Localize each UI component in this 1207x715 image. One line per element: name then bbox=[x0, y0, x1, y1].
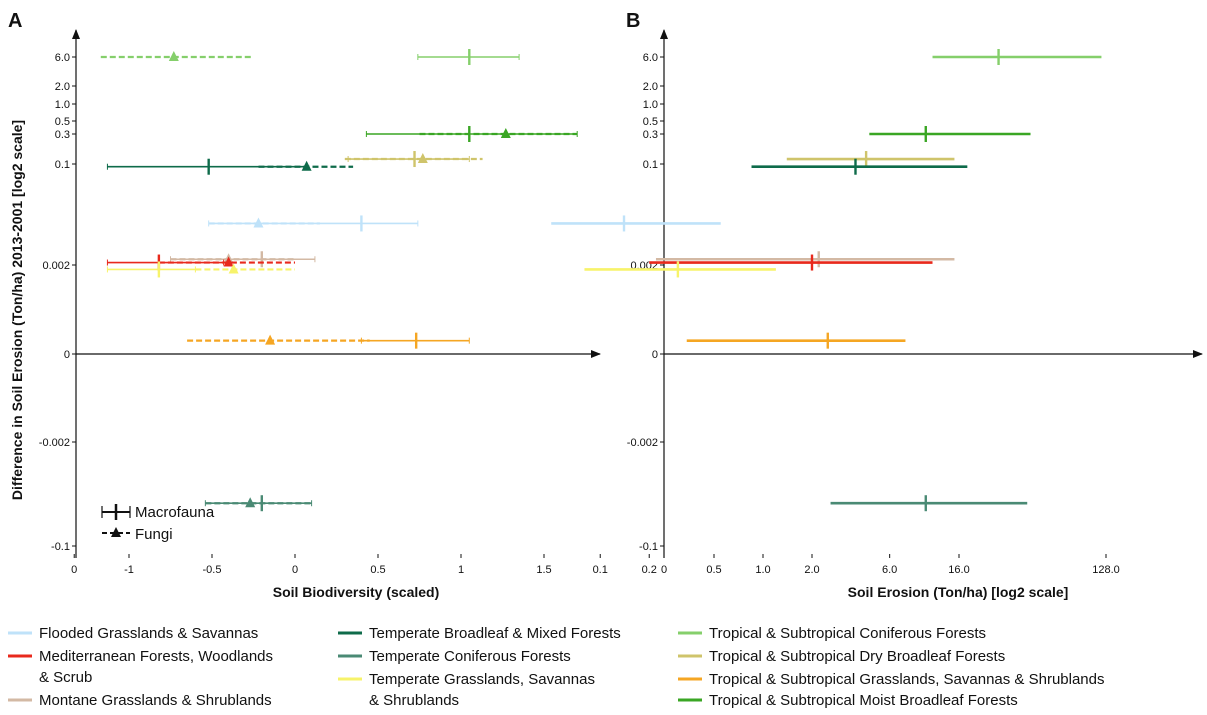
inset-legend-fungi-label: Fungi bbox=[135, 526, 173, 543]
fungi-point-temp_broadleaf bbox=[301, 160, 312, 171]
legend-label-trop_dry: Tropical & Subtropical Dry Broadleaf For… bbox=[709, 648, 1005, 665]
panel-b-x-tick-label: 1.0 bbox=[755, 564, 770, 576]
panel-a-y-tick-label: 0.002 bbox=[42, 260, 70, 272]
panel-a-y-tick-label: -0.002 bbox=[39, 437, 70, 449]
panel-b-y-tick-label: 6.0 bbox=[643, 52, 658, 64]
fungi-point-mediterranean bbox=[223, 256, 234, 267]
biome-legend: Flooded Grasslands & Savannas Mediterrane… bbox=[8, 625, 1105, 709]
fungi-point-trop_moist bbox=[500, 128, 511, 138]
panel-a-x-tick-label: 0 bbox=[292, 564, 298, 576]
panel-b-y-tick-label: 0.3 bbox=[643, 129, 658, 141]
legend-label-trop_grass: Tropical & Subtropical Grasslands, Savan… bbox=[709, 671, 1105, 688]
panel-a-x-tick-label: 0 bbox=[71, 564, 77, 576]
fungi-point-flooded bbox=[253, 217, 264, 228]
panel-a-y-tick-label: 0.1 bbox=[55, 159, 70, 171]
panel-a-y-ticks: 6.0 2.0 1.0 0.50.3 0.1 0.002 0 -0.002 -0.1 bbox=[39, 52, 76, 553]
panel-b-y-tick-label: 0 bbox=[652, 349, 658, 361]
panel-b-y-tick-label: 2.0 bbox=[643, 81, 658, 93]
legend-label-trop_conifer: Tropical & Subtropical Coniferous Forest… bbox=[709, 625, 986, 642]
panel-a-marks bbox=[100, 49, 578, 512]
panel-a-x-tick-label: 1.5 bbox=[536, 564, 551, 576]
panel-a-x-tick-label: -1 bbox=[124, 564, 134, 576]
legend-label-mediterranean: Mediterranean Forests, Woodlands bbox=[39, 648, 273, 665]
panel-b-x-tick-label: 0.5 bbox=[706, 564, 721, 576]
legend-label-trop_moist: Tropical & Subtropical Moist Broadleaf F… bbox=[709, 692, 1018, 709]
fungi-point-trop_grass bbox=[265, 334, 276, 345]
panel-b-y-tick-label: 0.1 bbox=[643, 159, 658, 171]
panel-b-x-tick-label: 6.0 bbox=[882, 564, 897, 576]
panel-a-x-tick-label: -0.5 bbox=[203, 564, 222, 576]
panel-a-x-label: Soil Biodiversity (scaled) bbox=[273, 584, 440, 600]
panel-b-y-tick-label: 1.0 bbox=[643, 99, 658, 111]
fungi-point-trop_dry bbox=[417, 153, 428, 164]
panel-b-x-tick-label: 2.0 bbox=[804, 564, 819, 576]
panel-b-y-tick-label: -0.1 bbox=[639, 541, 658, 553]
panel-b-y-tick-label: 0.5 bbox=[643, 116, 658, 128]
panel-b-x-label: Soil Erosion (Ton/ha) [log2 scale] bbox=[848, 584, 1069, 600]
panel-b-letter: B bbox=[626, 10, 640, 32]
panel-b-x-tick-label: 0.2 bbox=[642, 564, 657, 576]
panel-a-y-tick-label: -0.1 bbox=[51, 541, 70, 553]
panel-a-y-tick-label: 1.0 bbox=[55, 99, 70, 111]
panel-b-x-ticks: 0 0.1 0.2 0.5 1.0 2.0 6.0 16.0 128.0 bbox=[593, 554, 1120, 576]
panel-a-y-tick-label: 6.0 bbox=[55, 52, 70, 64]
panel-b-y-tick-label: -0.002 bbox=[627, 437, 658, 449]
panel-b-x-tick-label: 0 bbox=[661, 564, 667, 576]
panel-a-y-tick-label: 0 bbox=[64, 349, 70, 361]
legend-label-mediterranean: & Scrub bbox=[39, 669, 92, 686]
legend-label-temp_broadleaf: Temperate Broadleaf & Mixed Forests bbox=[369, 625, 621, 642]
inset-legend-macrofauna-label: Macrofauna bbox=[135, 504, 215, 521]
panel-a-y-tick-label: 0.3 bbox=[55, 129, 70, 141]
legend-label-temp_grass: & Shrublands bbox=[369, 692, 459, 709]
panel-a-y-tick-label: 2.0 bbox=[55, 81, 70, 93]
fungi-point-trop_conifer bbox=[168, 51, 179, 61]
legend-label-flooded: Flooded Grasslands & Savannas bbox=[39, 625, 258, 642]
legend-label-temp_conifer: Temperate Coniferous Forests bbox=[369, 648, 571, 665]
y-axis-label: Difference in Soil Erosion (Ton/ha) 2013… bbox=[9, 120, 25, 500]
inset-legend: Macrofauna Fungi bbox=[101, 504, 215, 543]
panel-b-x-tick-label: 128.0 bbox=[1092, 564, 1120, 576]
panel-b-x-tick-label: 16.0 bbox=[948, 564, 969, 576]
fungi-point-temp_conifer bbox=[245, 497, 256, 508]
legend-label-montane: Montane Grasslands & Shrublands bbox=[39, 692, 272, 709]
inset-legend-fungi-marker bbox=[111, 527, 121, 537]
panel-a-x-tick-label: 0.5 bbox=[370, 564, 385, 576]
fungi-point-temp_grass bbox=[228, 263, 239, 274]
panel-a-y-tick-label: 0.5 bbox=[55, 116, 70, 128]
panel-a-x-tick-label: 1 bbox=[458, 564, 464, 576]
panel-a-x-ticks: 0 -1 -0.5 0 0.5 1 1.5 bbox=[71, 554, 552, 576]
panel-b-x-tick-label: 0.1 bbox=[593, 564, 608, 576]
panel-b-marks bbox=[551, 49, 1102, 512]
legend-label-temp_grass: Temperate Grasslands, Savannas bbox=[369, 671, 595, 688]
panel-a-letter: A bbox=[8, 10, 22, 32]
